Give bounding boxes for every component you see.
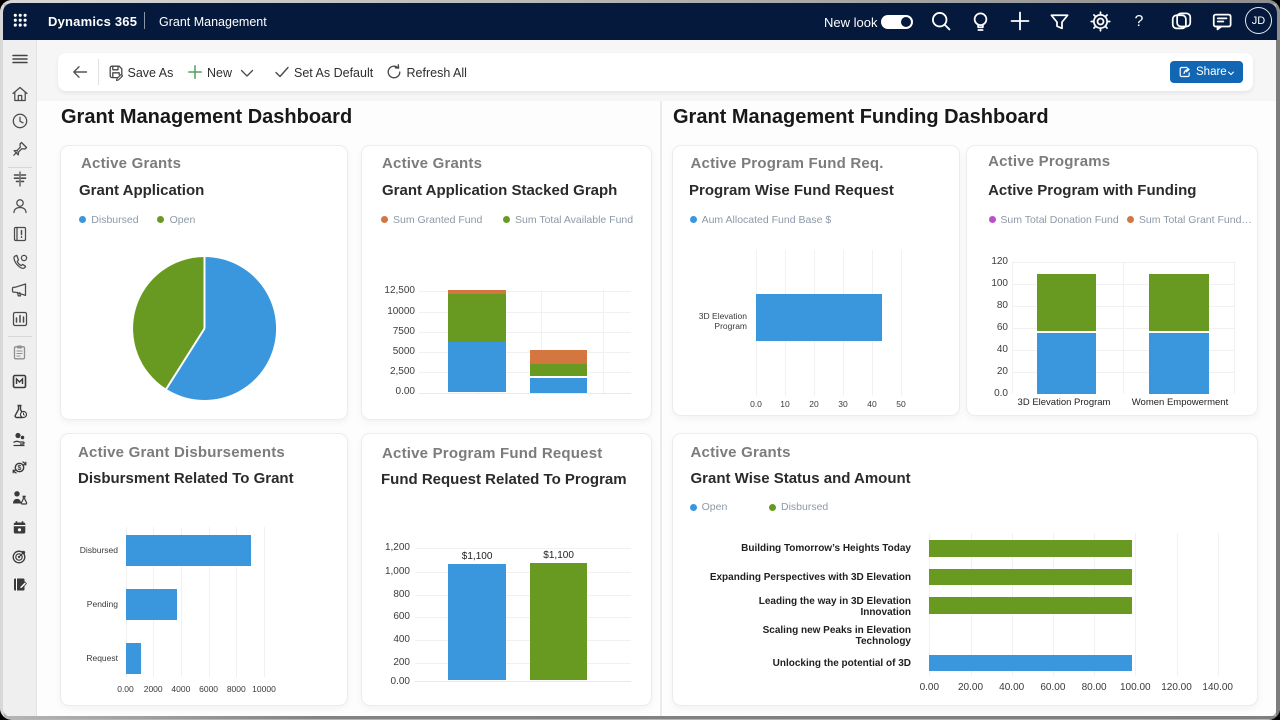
svg-text:$: $ xyxy=(18,465,22,472)
